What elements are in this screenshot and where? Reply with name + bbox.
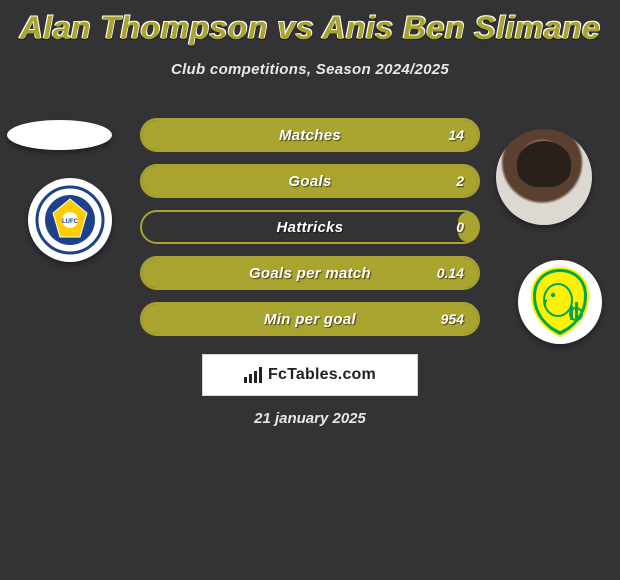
stat-label: Goals per match <box>142 258 478 288</box>
stat-row: Goals per match0.14 <box>140 256 480 290</box>
brand-badge: FcTables.com <box>202 354 418 396</box>
subtitle: Club competitions, Season 2024/2025 <box>0 61 620 78</box>
stat-label: Hattricks <box>142 212 478 242</box>
date-text: 21 january 2025 <box>0 410 620 427</box>
stat-row: Hattricks0 <box>140 210 480 244</box>
stat-label: Goals <box>142 166 478 196</box>
stat-value-right: 954 <box>441 304 464 334</box>
stat-value-right: 2 <box>456 166 464 196</box>
stat-value-right: 0 <box>456 212 464 242</box>
page-title: Alan Thompson vs Anis Ben Slimane <box>0 0 620 47</box>
brand-text: FcTables.com <box>268 366 376 384</box>
stat-row: Goals2 <box>140 164 480 198</box>
stat-label: Matches <box>142 120 478 150</box>
stats-container: Matches14 Goals2 Hattricks0 Goals per match… <box>0 118 620 348</box>
bars-icon <box>244 367 262 383</box>
stat-row: Min per goal954 <box>140 302 480 336</box>
stat-value-right: 14 <box>448 120 464 150</box>
stat-label: Min per goal <box>142 304 478 334</box>
stat-row: Matches14 <box>140 118 480 152</box>
stat-value-right: 0.14 <box>437 258 464 288</box>
